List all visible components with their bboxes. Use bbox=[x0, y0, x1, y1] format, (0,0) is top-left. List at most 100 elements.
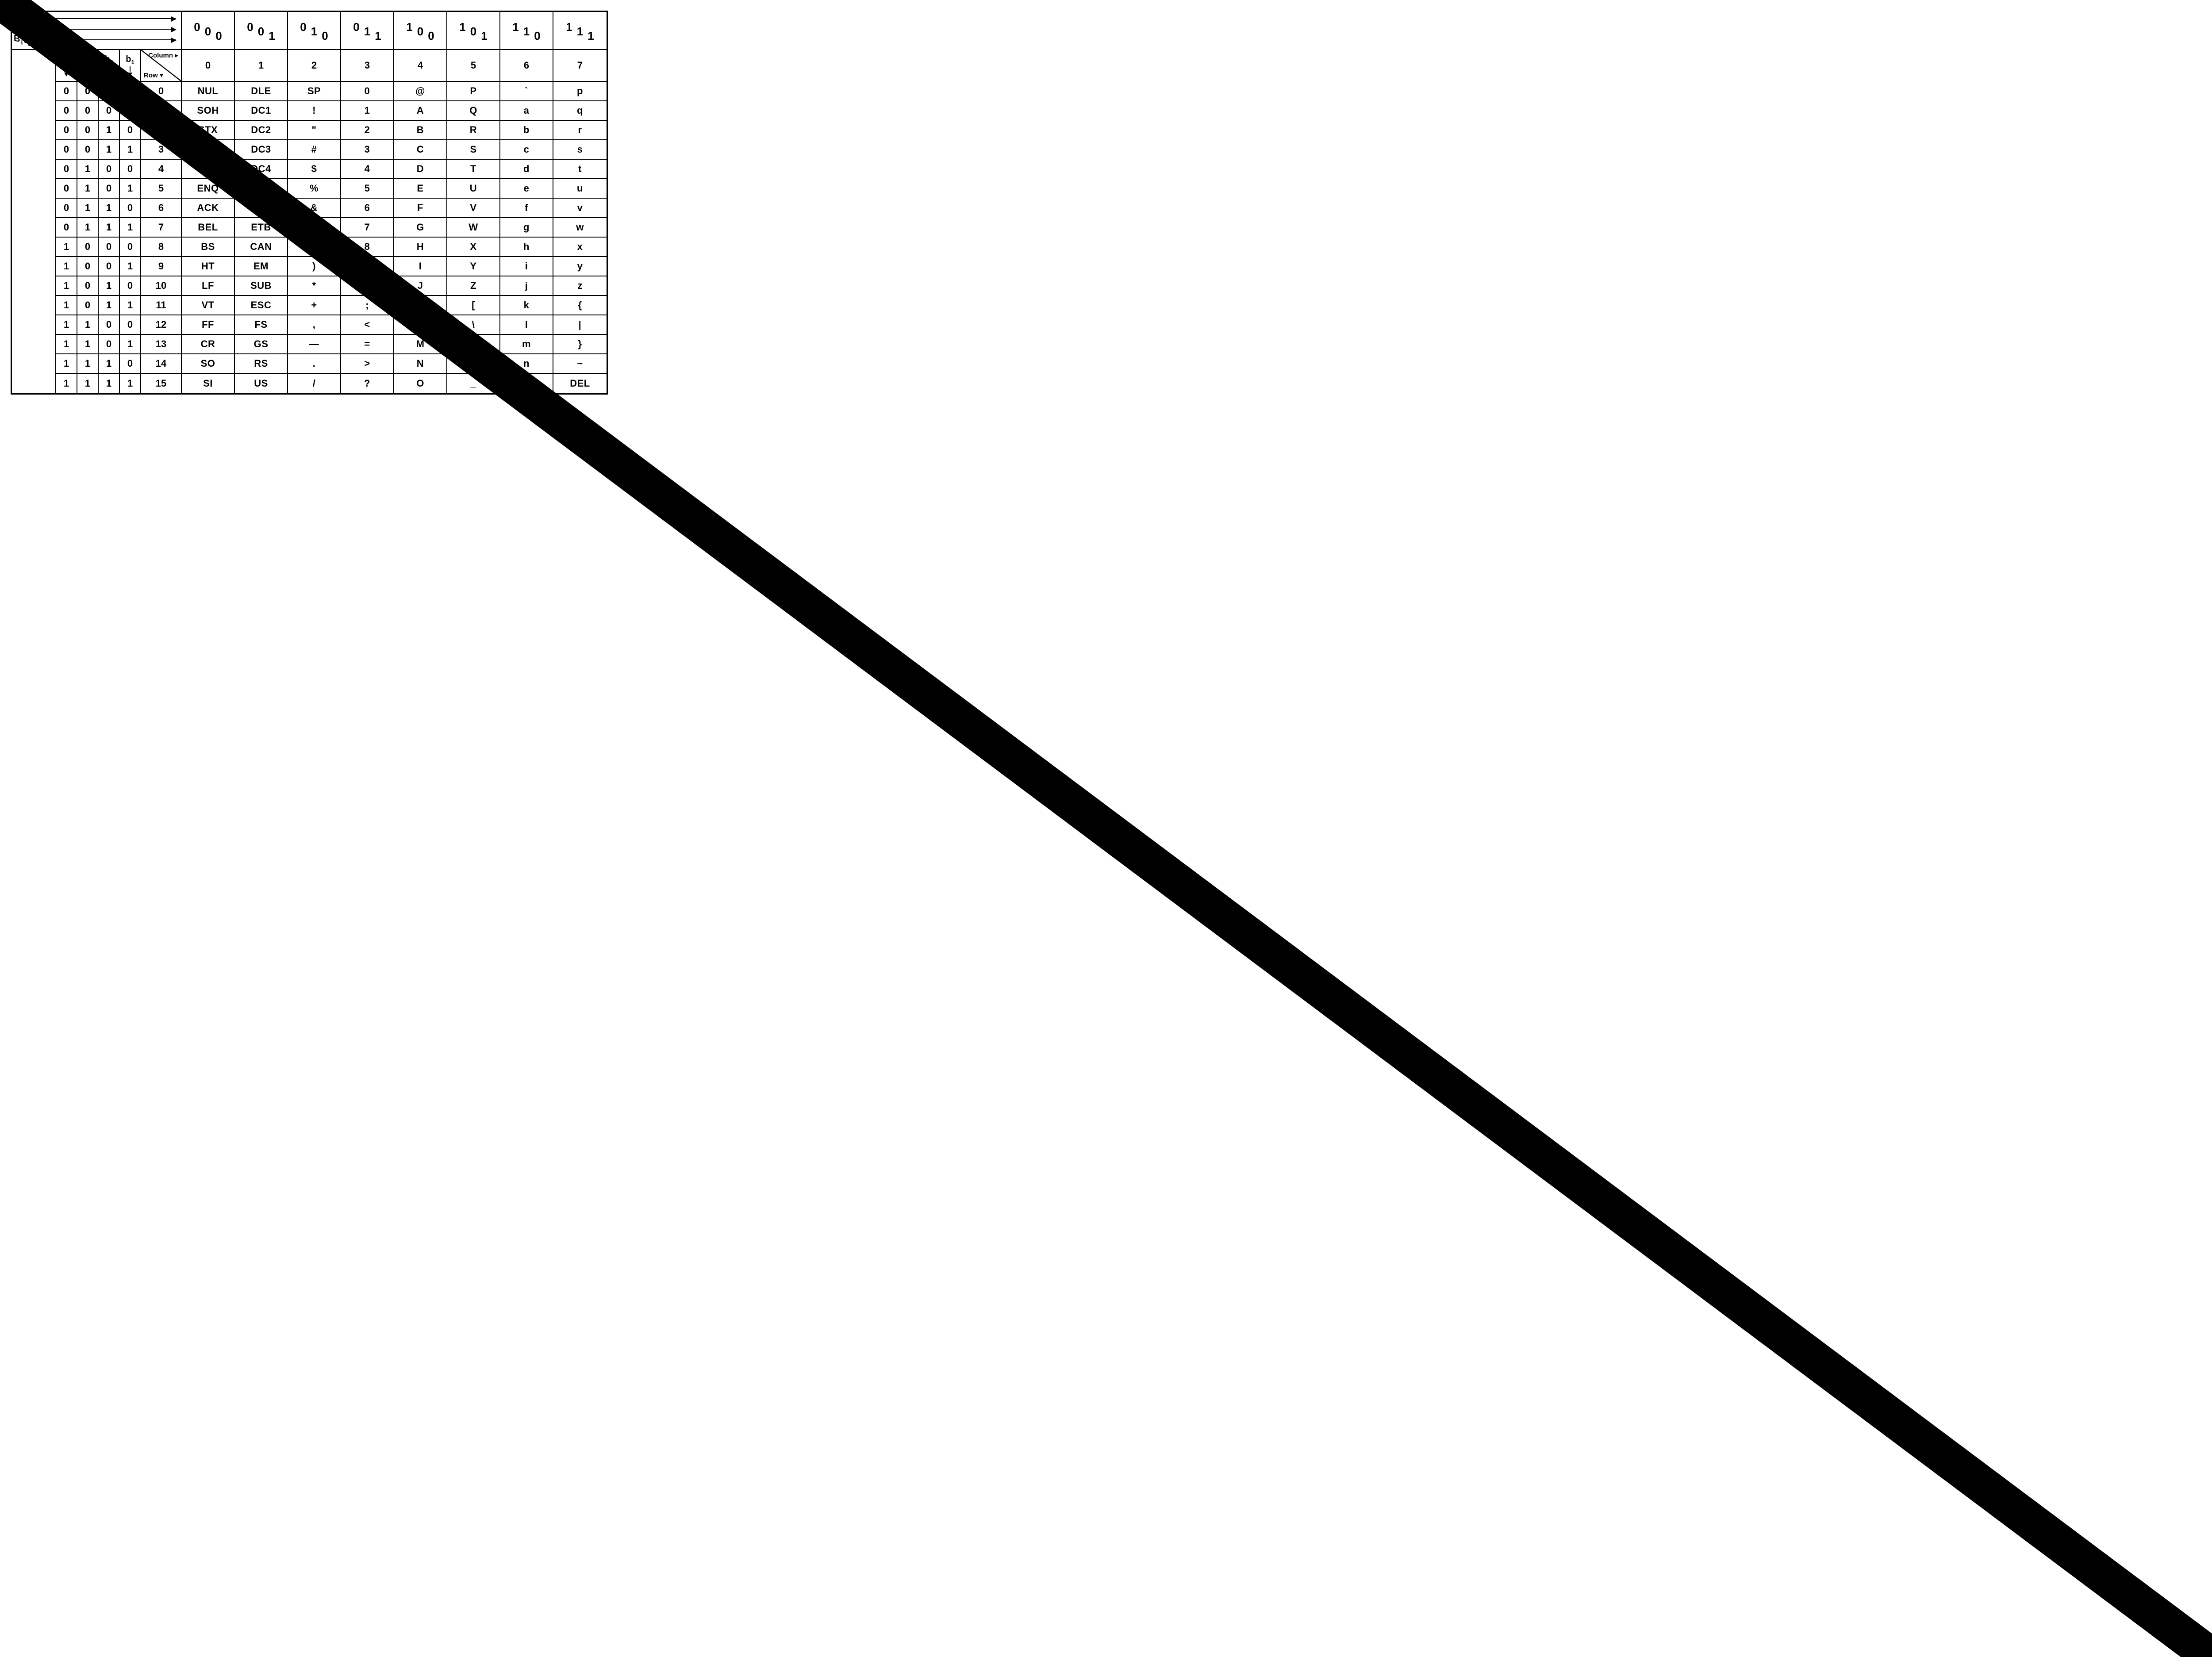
data-cell: > bbox=[341, 354, 394, 374]
row-bit: 1 bbox=[120, 335, 141, 354]
data-cell: DC3 bbox=[235, 140, 288, 160]
data-cell: DLE bbox=[235, 82, 288, 101]
arrow-right-icon bbox=[175, 54, 178, 58]
row-indent bbox=[12, 238, 56, 257]
row-bit: 0 bbox=[99, 179, 120, 199]
table-row: 00000NULDLESP0@P`p bbox=[12, 82, 607, 101]
data-cell: LF bbox=[182, 276, 235, 296]
data-cell: 7 bbox=[341, 218, 394, 238]
row-indent bbox=[12, 276, 56, 296]
data-cell: ESC bbox=[235, 296, 288, 315]
data-cell: 9 bbox=[341, 257, 394, 276]
data-cell: VT bbox=[182, 296, 235, 315]
data-cell: o bbox=[500, 374, 553, 393]
data-cell: m bbox=[500, 335, 553, 354]
data-cell: GS bbox=[235, 335, 288, 354]
row-indent bbox=[12, 257, 56, 276]
row-indent bbox=[12, 82, 56, 101]
arrow-icon bbox=[44, 18, 176, 19]
col-index-1: 1 bbox=[235, 50, 288, 82]
data-cell: * bbox=[288, 276, 341, 296]
row-bit: 0 bbox=[77, 140, 99, 160]
row-bit: 1 bbox=[77, 315, 99, 335]
bits-word-label: Bits bbox=[14, 33, 32, 47]
table-row: 10019HTEM)9IYiy bbox=[12, 257, 607, 276]
row-indent bbox=[12, 199, 56, 218]
data-cell: i bbox=[500, 257, 553, 276]
data-cell: @ bbox=[394, 82, 447, 101]
col-index-5: 5 bbox=[447, 50, 500, 82]
col-bits-1: 001 bbox=[235, 12, 288, 50]
col-index-3: 3 bbox=[341, 50, 394, 82]
data-cell: D bbox=[394, 160, 447, 179]
data-cell: SO bbox=[182, 354, 235, 374]
data-cell: 2 bbox=[341, 121, 394, 140]
row-label: Row bbox=[144, 72, 163, 79]
table-row: 110113CRGS—=M]m} bbox=[12, 335, 607, 354]
table-row: 01117BELETB'7GWgw bbox=[12, 218, 607, 238]
data-cell: ' bbox=[288, 218, 341, 238]
row-bit: 0 bbox=[56, 199, 77, 218]
row-bit: 1 bbox=[77, 160, 99, 179]
row-bit: 1 bbox=[77, 335, 99, 354]
data-cell: f bbox=[500, 199, 553, 218]
row-column-corner: Column Row bbox=[141, 50, 182, 82]
row-bit: 1 bbox=[99, 276, 120, 296]
data-cell: N bbox=[394, 354, 447, 374]
data-cell: / bbox=[288, 374, 341, 393]
col-index-6: 6 bbox=[500, 50, 553, 82]
data-cell: NAK bbox=[235, 179, 288, 199]
row-bit: 1 bbox=[77, 218, 99, 238]
bit-header-b3: b3 bbox=[77, 50, 99, 82]
bit-header-b4: b4 bbox=[56, 50, 77, 82]
row-bit: 1 bbox=[120, 257, 141, 276]
data-cell: RS bbox=[235, 354, 288, 374]
column-label: Column bbox=[148, 52, 178, 59]
row-indent bbox=[12, 101, 56, 121]
row-bit: 0 bbox=[99, 315, 120, 335]
col-index-0: 0 bbox=[182, 50, 235, 82]
row-bit: 0 bbox=[56, 121, 77, 140]
col-bits-4: 100 bbox=[394, 12, 447, 50]
data-cell: | bbox=[553, 315, 607, 335]
data-cell: b bbox=[500, 121, 553, 140]
row-index: 4 bbox=[141, 160, 182, 179]
row-index: 1 bbox=[141, 101, 182, 121]
row-bit: 0 bbox=[77, 257, 99, 276]
data-cell: k bbox=[500, 296, 553, 315]
row-bit: 0 bbox=[99, 82, 120, 101]
row-bit: 0 bbox=[120, 121, 141, 140]
data-cell: x bbox=[553, 238, 607, 257]
table-row: 01004EOTDC4$4DTdt bbox=[12, 160, 607, 179]
data-cell: CR bbox=[182, 335, 235, 354]
row-bit: 0 bbox=[56, 218, 77, 238]
table-row: 111014SORS.>N^n~ bbox=[12, 354, 607, 374]
row-bit: 1 bbox=[56, 374, 77, 393]
data-cell: w bbox=[553, 218, 607, 238]
bit-header-b1: b1 bbox=[120, 50, 141, 82]
corner-indent bbox=[12, 50, 56, 82]
row-index: 5 bbox=[141, 179, 182, 199]
data-cell: a bbox=[500, 101, 553, 121]
row-index: 3 bbox=[141, 140, 182, 160]
data-cell: SOH bbox=[182, 101, 235, 121]
header-row-bitpatterns: b7b6b5 Bits 000 001 010 011 100 101 110 … bbox=[12, 12, 607, 50]
data-cell: 4 bbox=[341, 160, 394, 179]
data-cell: T bbox=[447, 160, 500, 179]
data-cell: EM bbox=[235, 257, 288, 276]
data-cell: u bbox=[553, 179, 607, 199]
data-cell: US bbox=[235, 374, 288, 393]
col-bits-7: 111 bbox=[553, 12, 607, 50]
data-cell: 5 bbox=[341, 179, 394, 199]
data-cell: j bbox=[500, 276, 553, 296]
col-bits-3: 011 bbox=[341, 12, 394, 50]
data-cell: Z bbox=[447, 276, 500, 296]
data-cell: [ bbox=[447, 296, 500, 315]
row-bit: 0 bbox=[77, 82, 99, 101]
data-cell: C bbox=[394, 140, 447, 160]
data-cell: c bbox=[500, 140, 553, 160]
row-bit: 1 bbox=[120, 101, 141, 121]
data-cell: % bbox=[288, 179, 341, 199]
data-cell: P bbox=[447, 82, 500, 101]
data-cell: ` bbox=[500, 82, 553, 101]
